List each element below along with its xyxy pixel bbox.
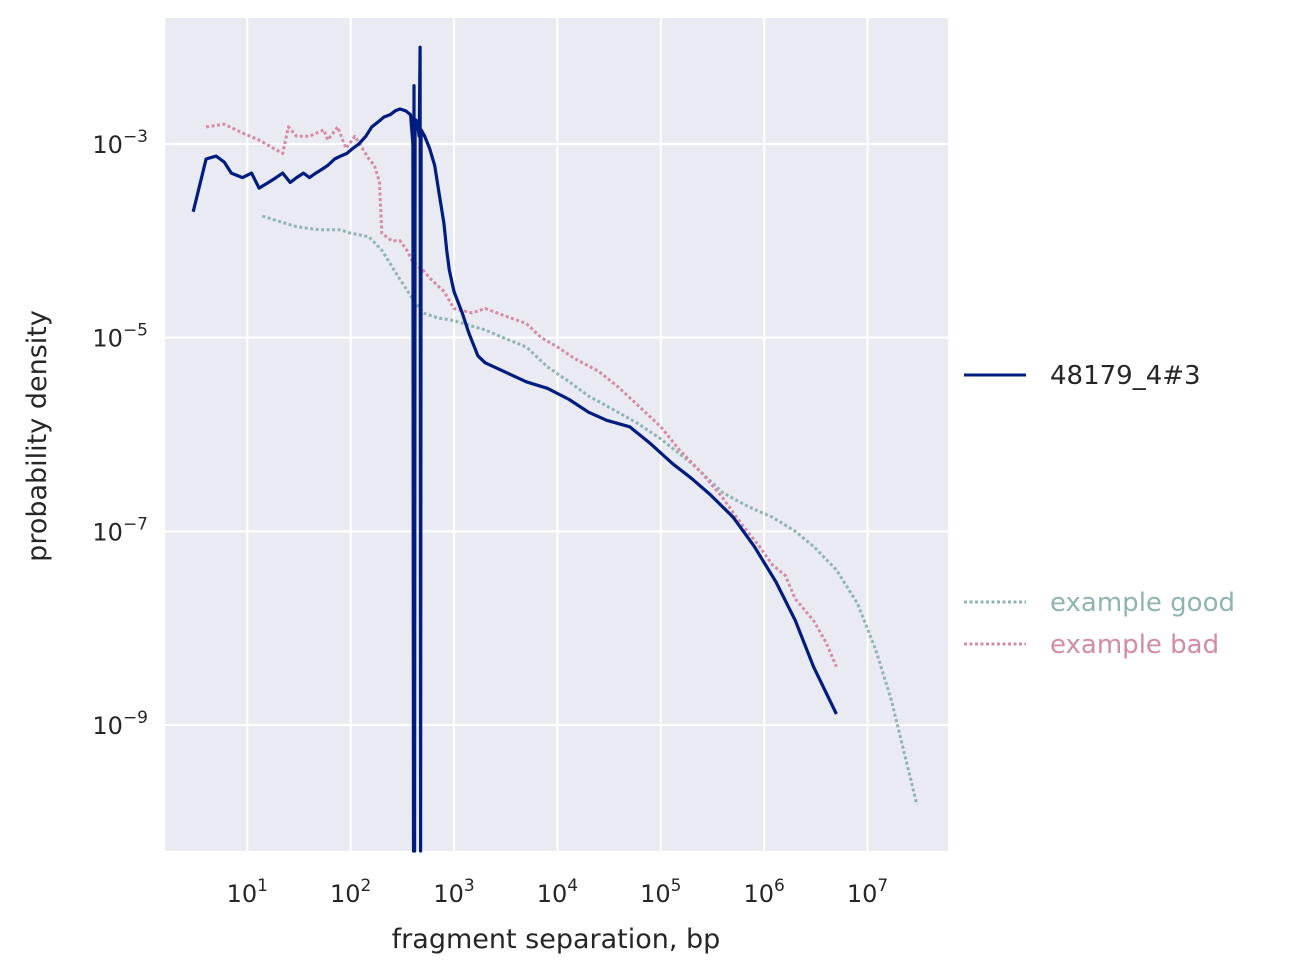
- series-line-example-bad: [205, 122, 838, 668]
- x-tick-label: 107: [847, 876, 888, 908]
- legend-label: example good: [1050, 588, 1235, 618]
- legend-item: 48179_4#3: [964, 361, 1201, 391]
- grid: [165, 18, 948, 851]
- y-tick-label: 10−3: [92, 127, 148, 159]
- legend-item: example bad: [964, 630, 1219, 660]
- x-tick-label: 106: [743, 876, 784, 908]
- series-line-example-good: [261, 214, 919, 806]
- x-tick-label: 105: [640, 876, 681, 908]
- x-tick-labels: 101 102 103 104 105 106 107: [227, 876, 889, 908]
- x-tick-label: 102: [330, 876, 371, 908]
- y-tick-label: 10−7: [92, 514, 148, 546]
- x-tick-label: 104: [537, 876, 578, 908]
- series-layer: [191, 45, 919, 853]
- y-axis-label: probability density: [22, 310, 53, 562]
- legend-label: 48179_4#3: [1050, 361, 1201, 391]
- x-tick-label: 103: [433, 876, 474, 908]
- x-axis-label: fragment separation, bp: [392, 924, 721, 955]
- legend-item: example good: [964, 588, 1235, 618]
- y-tick-labels: 10−3 10−5 10−7 10−9: [92, 127, 148, 740]
- y-tick-label: 10−9: [92, 708, 148, 740]
- legend-label: example bad: [1050, 630, 1219, 660]
- y-tick-label: 10−5: [92, 321, 148, 353]
- x-tick-label: 101: [227, 876, 268, 908]
- series-line-48179-4-3: [191, 45, 838, 853]
